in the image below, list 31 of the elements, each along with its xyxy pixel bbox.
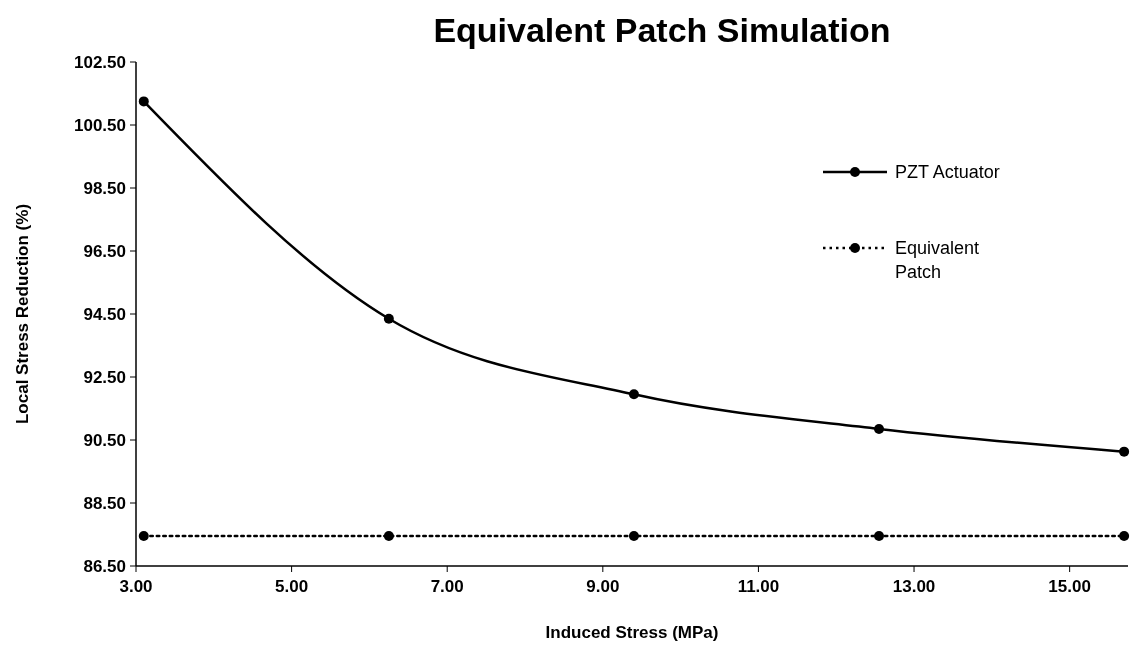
point xyxy=(383,313,394,324)
y-tick-label: 98.50 xyxy=(83,178,126,198)
point xyxy=(628,389,639,400)
x-tick-label: 5.00 xyxy=(275,577,309,596)
point xyxy=(383,531,394,542)
point xyxy=(1119,531,1130,542)
point xyxy=(138,96,149,107)
y-tick-label: 88.50 xyxy=(83,493,126,513)
x-tick-label: 15.00 xyxy=(1048,577,1091,596)
y-axis-title: Local Stress Reduction (%) xyxy=(13,203,32,425)
y-tick-label: 92.50 xyxy=(83,367,126,387)
x-tick-label: 3.00 xyxy=(119,577,153,596)
legend-label: PZT Actuator xyxy=(895,162,1000,183)
legend-label: Equivalent Patch xyxy=(895,238,980,282)
x-tick-label: 7.00 xyxy=(430,577,464,596)
y-tick-label: 100.50 xyxy=(74,115,126,135)
x-axis-title: Induced Stress (MPa) xyxy=(545,623,719,642)
point xyxy=(1119,446,1130,457)
y-tick-label: 102.50 xyxy=(74,52,126,72)
y-tick-label: 96.50 xyxy=(83,241,126,261)
x-tick-label: 13.00 xyxy=(892,577,936,596)
chart-title: Equivalent Patch Simulation xyxy=(433,11,891,49)
y-tick-label: 86.50 xyxy=(83,556,126,576)
y-tick-label: 94.50 xyxy=(83,304,126,324)
x-tick-label: 9.00 xyxy=(586,577,620,596)
point xyxy=(628,531,639,542)
x-tick-label: 11.00 xyxy=(737,577,780,596)
point xyxy=(138,531,149,542)
y-tick-label: 90.50 xyxy=(83,430,126,450)
point xyxy=(874,531,885,542)
point xyxy=(874,423,885,434)
